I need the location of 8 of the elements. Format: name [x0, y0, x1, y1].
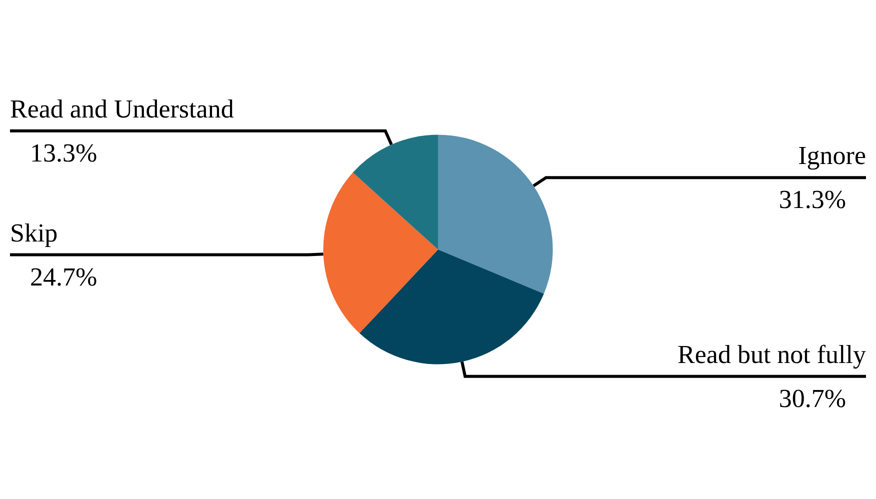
slice-label: Read and Understand — [10, 94, 234, 124]
data-label: 31.3% — [778, 185, 846, 214]
data-label: 30.7% — [778, 384, 846, 413]
slice-label: Skip — [10, 218, 58, 248]
data-label: 24.7% — [30, 262, 98, 292]
data-label: 13.3% — [30, 138, 98, 168]
slice-label: Read but not fully — [678, 340, 866, 369]
slice-label: Ignore — [798, 141, 866, 170]
